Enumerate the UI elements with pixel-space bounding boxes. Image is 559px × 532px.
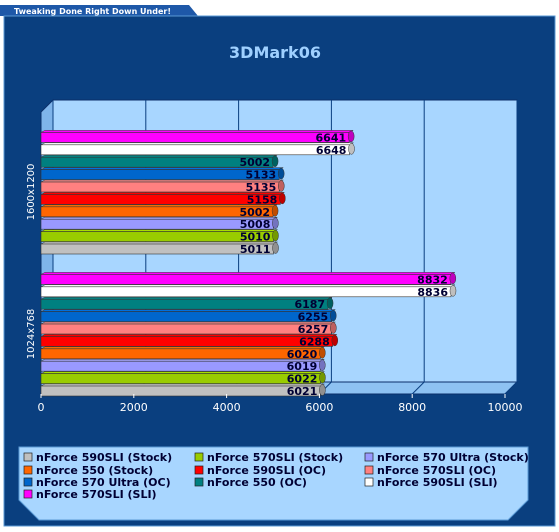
bar-value-label: 6648	[316, 144, 347, 157]
bar-value-label: 5002	[239, 206, 270, 219]
bar-value-label: 6257	[298, 323, 329, 336]
bar	[40, 321, 337, 335]
bar	[40, 309, 337, 322]
bar-value-label: 5135	[246, 181, 277, 194]
bar	[40, 272, 457, 285]
bar	[40, 284, 457, 298]
bar-value-label: 6019	[287, 360, 318, 373]
legend-item: nForce 570 Ultra (Stock)	[364, 451, 529, 464]
bar	[40, 142, 355, 156]
bar-value-label: 5133	[246, 169, 277, 182]
legend-label: nForce 570SLI (OC)	[377, 464, 496, 477]
legend-swatch	[23, 465, 33, 475]
legend-item: nForce 570SLI (Stock)	[194, 451, 343, 464]
legend-label: nForce 570SLI (SLI)	[36, 488, 157, 501]
legend-item: nForce 590SLI (OC)	[194, 464, 326, 477]
x-tick-label: 10000	[488, 401, 523, 414]
x-axis: 1600x1200 1024x768 0 2000 4000 6000 8000 10000	[26, 164, 523, 414]
x-gridline-floor	[504, 381, 518, 395]
bar	[40, 358, 326, 372]
x-tick-label: 6000	[305, 401, 333, 414]
bar	[40, 192, 286, 205]
bar-value-label: 5010	[240, 231, 271, 244]
legend-swatch	[194, 452, 204, 462]
legend-item: nForce 550 (Stock)	[23, 464, 153, 477]
legend-item: nForce 570 Ultra (OC)	[23, 476, 171, 489]
bar-value-label: 5158	[247, 193, 278, 206]
category-tick-label: 1024x768	[26, 309, 37, 359]
legend-item: nForce 570SLI (SLI)	[23, 488, 157, 501]
legend-item: nForce 550 (OC)	[194, 476, 307, 489]
legend-label: nForce 550 (Stock)	[36, 464, 153, 477]
bar	[40, 130, 355, 143]
bar-value-label: 5011	[240, 243, 271, 256]
bar-value-label: 6187	[294, 298, 325, 311]
legend-item: nForce 590SLI (SLI)	[364, 476, 498, 489]
legend-label: nForce 570 Ultra (Stock)	[377, 451, 529, 464]
bar-value-label: 5002	[239, 156, 270, 169]
bar-value-label: 6022	[287, 373, 318, 386]
legend-box	[18, 446, 529, 521]
bar	[40, 154, 279, 168]
bar	[40, 346, 326, 360]
bar-value-label: 6255	[298, 311, 329, 324]
header-tab	[0, 5, 198, 16]
legend-item: nForce 590SLI (Stock)	[23, 451, 172, 464]
category-tick-label: 1600x1200	[26, 164, 37, 221]
bar-value-label: 6288	[299, 335, 330, 348]
x-tick-label: 8000	[398, 401, 426, 414]
legend-item: nForce 570SLI (OC)	[364, 464, 496, 477]
legend-swatch	[194, 477, 204, 487]
bars: 5011501050085002515851355133500266486641…	[40, 130, 457, 398]
x-tick-label: 2000	[120, 401, 148, 414]
legend-swatch	[23, 477, 33, 487]
legend-label: nForce 590SLI (OC)	[207, 464, 326, 477]
legend-label: nForce 570 Ultra (OC)	[36, 476, 171, 489]
legend-label: nForce 590SLI (Stock)	[36, 451, 172, 464]
legend: nForce 590SLI (Stock) nForce 570SLI (Stoc…	[18, 446, 529, 521]
legend-label: nForce 550 (OC)	[207, 476, 307, 489]
x-gridline-floor	[411, 381, 425, 395]
bar-value-label: 8836	[417, 286, 448, 299]
legend-swatch	[194, 465, 204, 475]
bar	[40, 241, 279, 255]
bar	[40, 204, 279, 218]
legend-swatch	[23, 489, 33, 499]
bar	[40, 371, 326, 384]
bar	[40, 167, 285, 180]
chart-title: 3DMark06	[229, 43, 321, 62]
header-tab-text: Tweaking Done Right Down Under!	[14, 7, 171, 16]
bar-value-label: 6021	[287, 385, 318, 398]
x-tick-label: 0	[38, 401, 45, 414]
bar	[40, 216, 279, 230]
legend-label: nForce 590SLI (SLI)	[377, 476, 498, 489]
bar-value-label: 6020	[287, 348, 318, 361]
bar	[40, 383, 326, 397]
legend-swatch	[364, 465, 374, 475]
bar-value-label: 6641	[316, 131, 347, 144]
bar	[40, 179, 285, 193]
x-tick-label: 4000	[213, 401, 241, 414]
legend-swatch	[364, 477, 374, 487]
bar	[40, 229, 279, 242]
legend-label: nForce 570SLI (Stock)	[207, 451, 343, 464]
bar-value-label: 5008	[240, 218, 271, 231]
legend-swatch	[364, 452, 374, 462]
bar	[40, 334, 339, 347]
bar	[40, 296, 334, 310]
bar-value-label: 8832	[417, 273, 448, 286]
legend-swatch	[23, 452, 33, 462]
